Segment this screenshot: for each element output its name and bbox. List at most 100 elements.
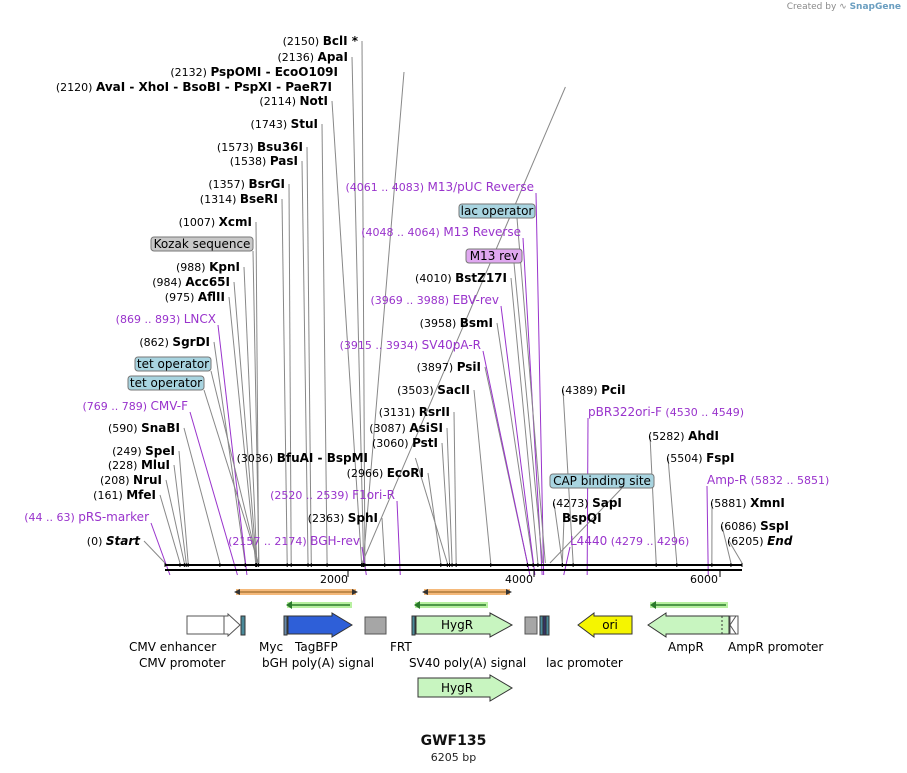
site-label: (3036) BfuAI - BspMI — [237, 451, 368, 465]
site-label: BspQI — [562, 511, 602, 525]
site-label: (1314) BseRI — [200, 192, 278, 206]
credit-brand: SnapGene — [849, 2, 901, 12]
primer-label: (2520 .. 2539) F1ori-R — [270, 488, 395, 502]
site-label: (1538) PasI — [230, 154, 298, 168]
site-leader-line — [306, 146, 312, 564]
site-name: XmnI — [750, 496, 785, 510]
site-name: BclI * — [323, 34, 359, 48]
feature-box — [549, 473, 655, 489]
primer-label: L4440 (4279 .. 4296) — [570, 534, 689, 548]
site-position: (590) — [108, 422, 141, 435]
site-text: (1357) BsrGI — [208, 177, 285, 191]
site-label: (6205) End — [727, 534, 793, 548]
primer-name: M13 Reverse — [443, 225, 521, 239]
site-text: (2120) AvaI - XhoI - BsoBI - PspXI - Pae… — [56, 80, 332, 94]
site-text: (4010) BstZ17I — [415, 271, 507, 285]
site-name: AhdI — [688, 429, 719, 443]
site-position: (2136) — [277, 51, 317, 64]
site-name: KpnI — [209, 260, 240, 274]
primer-name: LNCX — [184, 312, 216, 326]
site-label: (1743) StuI — [251, 117, 318, 131]
site-name: Start — [106, 534, 141, 548]
site-name: BfuAI — [277, 451, 314, 465]
site-name: RsrII — [419, 405, 450, 419]
site-leader-line — [213, 341, 246, 564]
site-label: (0) Start — [87, 534, 141, 548]
site-text: (2363) SphI — [308, 511, 378, 525]
site-name: BseRI — [240, 192, 278, 206]
site-position: (208) — [100, 474, 133, 487]
site-leader-line — [321, 123, 328, 564]
site-position: (3958) — [420, 317, 460, 330]
site-label: (2150) BclI * — [283, 34, 359, 48]
site-name: BsmI — [460, 316, 493, 330]
site-position: (2363) — [308, 512, 348, 525]
site-label: (862) SgrDI — [139, 335, 210, 349]
axis-tick-label: 2000 — [320, 573, 348, 586]
site-leader-line — [183, 427, 221, 564]
site-label: (3131) RsrII — [379, 405, 450, 419]
primer-range: (869 .. 893) — [116, 313, 184, 326]
primer-text: (2520 .. 2539) F1ori-R — [270, 488, 395, 502]
site-labels: (2150) BclI *(2136) ApaI(2132) PspOMI - … — [24, 34, 829, 548]
site-name: SacII — [437, 383, 470, 397]
site-text: (6086) SspI — [720, 519, 789, 533]
feature-box-label: Kozak sequence — [150, 236, 254, 252]
feature-leader-line — [513, 262, 544, 564]
credit-prefix: Created by — [786, 2, 837, 12]
site-label: (3087) AsiSI — [369, 421, 443, 435]
plasmid-length: 6205 bp — [430, 751, 477, 764]
feature-track — [186, 589, 739, 702]
site-text: (6205) End — [727, 534, 793, 548]
primer-leader-line — [706, 485, 709, 576]
site-label: (1007) XcmI — [179, 215, 252, 229]
site-label: (5881) XmnI — [710, 496, 785, 510]
feature-box-text: tet operator — [130, 376, 202, 390]
site-name: StuI — [291, 117, 318, 131]
site-position: (1007) — [179, 216, 219, 229]
primer-name: pRS-marker — [78, 510, 149, 524]
site-text: (1573) Bsu36I — [217, 140, 303, 154]
primer-range: (3969 .. 3988) — [371, 294, 453, 307]
site-position: (3131) — [379, 406, 419, 419]
site-position: (4010) — [415, 272, 455, 285]
site-name: AflII — [198, 290, 225, 304]
primer-name: pBR322ori-F — [588, 405, 662, 419]
site-leader-line — [243, 266, 258, 564]
site-text: (249) SpeI — [112, 444, 175, 458]
backbone — [165, 564, 742, 577]
site-name: BsrGI — [248, 177, 285, 191]
site-name: PciI — [601, 383, 626, 397]
feature-label-lac-promoter: lac promoter — [546, 656, 623, 670]
site-name: Acc65I — [185, 275, 230, 289]
primer-name: EBV-rev — [453, 293, 499, 307]
primer-label: (44 .. 63) pRS-marker — [24, 510, 149, 524]
site-text: (3131) RsrII — [379, 405, 450, 419]
feature-box-text: Kozak sequence — [154, 237, 251, 251]
feature-leader-line — [210, 370, 259, 564]
feature-box-label: tet operator — [127, 375, 205, 391]
feature-leader-line — [549, 487, 623, 564]
site-position: (6086) — [720, 520, 760, 533]
site-leader-line — [473, 389, 492, 564]
site-text: (975) AflII — [165, 290, 225, 304]
site-name: BstZ17I — [455, 271, 507, 285]
site-name: PspOMI — [210, 65, 261, 79]
site-position: (4389) — [561, 384, 601, 397]
site-extra: - EcoO109I — [261, 65, 338, 79]
feature-box-label: tet operator — [134, 356, 212, 372]
site-text: (5282) AhdI — [648, 429, 719, 443]
primer-range: (4530 .. 4549) — [662, 406, 744, 419]
feature-leader-line — [516, 217, 546, 564]
site-position: (2114) — [259, 95, 299, 108]
primer-range: (3915 .. 3934) — [340, 339, 422, 352]
snapgene-logo-icon: ∿ — [839, 2, 847, 12]
site-label: (2136) ApaI — [277, 50, 348, 64]
site-leader-line — [361, 86, 566, 564]
site-label: (208) NruI — [100, 473, 162, 487]
primer-name: Amp-R — [707, 473, 747, 487]
site-text: (984) Acc65I — [152, 275, 230, 289]
site-leader-line — [165, 479, 185, 564]
site-name: PasI — [270, 154, 298, 168]
site-name: Bsu36I — [257, 140, 303, 154]
